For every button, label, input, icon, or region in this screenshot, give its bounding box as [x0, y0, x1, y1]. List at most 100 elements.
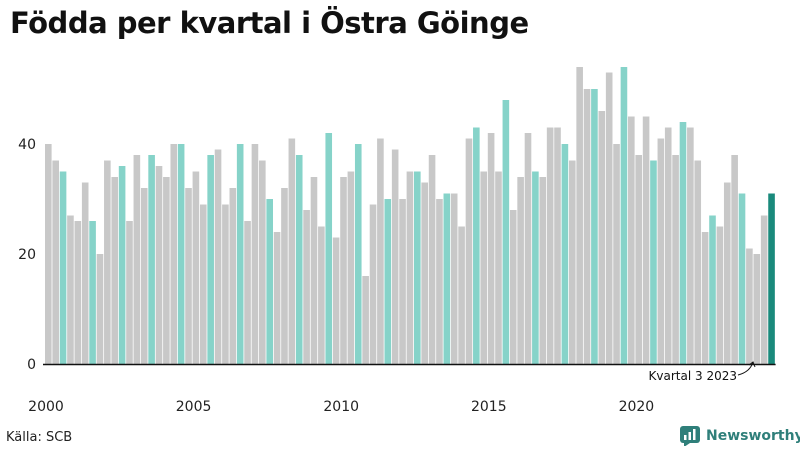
bar-2004-q3 — [177, 144, 185, 364]
bar-2013-q4 — [450, 193, 458, 364]
bar-2016-q4 — [539, 177, 547, 364]
bar-2018-q1 — [576, 67, 583, 364]
bar-2000-q3 — [59, 171, 67, 364]
bar-2007-q3 — [266, 199, 273, 364]
bar-2021-q3 — [679, 122, 687, 364]
x-tick-label: 2015 — [471, 399, 507, 415]
bar-2021-q4 — [687, 127, 694, 364]
brand-name: Newsworthy — [706, 428, 800, 444]
bar-2001-q4 — [96, 254, 104, 364]
bar-2001-q1 — [74, 221, 82, 364]
bar-2023-q2 — [731, 155, 738, 364]
bar-2003-q1 — [133, 155, 141, 364]
bar-2019-q4 — [628, 116, 635, 364]
bar-2024-q1 — [753, 254, 761, 364]
bar-2020-q2 — [642, 116, 650, 364]
y-tick-label: 0 — [27, 357, 36, 373]
bar-2002-q3 — [118, 166, 126, 364]
bar-2007-q2 — [259, 160, 266, 364]
bar-2019-q1 — [605, 72, 613, 364]
bar-2017-q3 — [561, 144, 569, 364]
bar-2010-q1 — [340, 177, 347, 364]
bar-2016-q3 — [532, 171, 539, 364]
bar-2020-q1 — [635, 155, 642, 364]
bar-2012-q2 — [406, 171, 414, 364]
bar-2006-q1 — [222, 204, 229, 364]
bar-2014-q2 — [465, 138, 473, 364]
bar-2022-q1 — [694, 160, 702, 364]
bar-2024-q2 — [760, 215, 768, 364]
bar-2011-q4 — [391, 149, 399, 364]
bar-2022-q4 — [716, 226, 724, 364]
bar-2017-q4 — [568, 160, 576, 364]
bar-2008-q1 — [281, 188, 288, 364]
y-tick-label: 40 — [18, 137, 36, 153]
annotation-arrow-icon — [737, 361, 756, 376]
bar-2010-q3 — [354, 144, 362, 364]
bar-2001-q3 — [89, 221, 96, 364]
bar-2010-q2 — [347, 171, 355, 364]
bar-2009-q4 — [332, 237, 340, 364]
bar-2022-q3 — [709, 215, 716, 364]
bar-2015-q1 — [487, 133, 495, 364]
bar-2018-q2 — [583, 89, 591, 364]
bar-2004-q2 — [170, 144, 178, 364]
newsworthy-logo-icon — [680, 426, 700, 446]
bar-2014-q3 — [473, 127, 480, 364]
chart-title: Födda per kvartal i Östra Göinge — [10, 6, 529, 40]
source-note: Källa: SCB — [6, 430, 73, 445]
bars-group — [45, 67, 775, 364]
bar-2011-q1 — [369, 204, 377, 364]
bar-2020-q4 — [657, 138, 665, 364]
bar-2009-q2 — [318, 226, 325, 364]
bar-2015-q3 — [502, 100, 510, 364]
bar-2005-q4 — [214, 149, 222, 364]
bar-2000-q2 — [52, 160, 59, 364]
bar-2021-q2 — [672, 155, 679, 364]
bar-2002-q1 — [104, 160, 111, 364]
bar-2012-q1 — [399, 199, 406, 364]
bar-2019-q3 — [620, 67, 628, 364]
bar-2006-q4 — [244, 221, 251, 364]
bar-2005-q1 — [192, 171, 200, 364]
bar-2012-q4 — [421, 182, 428, 364]
bar-2006-q3 — [236, 144, 244, 364]
bar-2015-q2 — [495, 171, 502, 364]
bar-2003-q4 — [155, 166, 163, 364]
x-tick-label: 2020 — [619, 399, 655, 415]
bar-2007-q1 — [251, 144, 259, 364]
bar-2009-q3 — [325, 133, 333, 364]
bar-2020-q3 — [650, 160, 657, 364]
bar-2023-q1 — [723, 182, 731, 364]
brand-logo: Newsworthy — [680, 426, 800, 446]
bar-2013-q3 — [443, 193, 451, 364]
bar-2010-q4 — [362, 276, 369, 364]
bar-2008-q3 — [295, 155, 303, 364]
y-axis-ticks: 0 20 40 — [18, 137, 36, 373]
x-axis-ticks: 2000 2005 2010 2015 2020 — [28, 399, 654, 415]
bar-2018-q3 — [591, 89, 598, 364]
x-tick-label: 2010 — [323, 399, 359, 415]
bar-2017-q2 — [554, 127, 561, 364]
bar-2005-q2 — [199, 204, 207, 364]
bar-2009-q1 — [310, 177, 318, 364]
bar-2021-q1 — [664, 127, 672, 364]
bar-2013-q2 — [436, 199, 443, 364]
latest-bar-annotation: Kvartal 3 2023 — [649, 369, 737, 383]
bar-2000-q4 — [67, 215, 74, 364]
bar-2019-q2 — [613, 144, 620, 364]
bar-2008-q4 — [303, 210, 310, 364]
bar-2003-q2 — [140, 188, 148, 364]
bar-2000-q1 — [45, 144, 52, 364]
bar-2002-q2 — [111, 177, 119, 364]
bar-2004-q1 — [163, 177, 170, 364]
y-tick-label: 20 — [18, 247, 36, 263]
bar-2015-q4 — [509, 210, 517, 364]
bar-2003-q3 — [148, 155, 155, 364]
bar-2014-q1 — [458, 226, 465, 364]
bar-2011-q2 — [377, 138, 384, 364]
bar-2024-q3 — [768, 193, 775, 364]
bar-2012-q3 — [414, 171, 421, 364]
bar-2014-q4 — [480, 171, 488, 364]
